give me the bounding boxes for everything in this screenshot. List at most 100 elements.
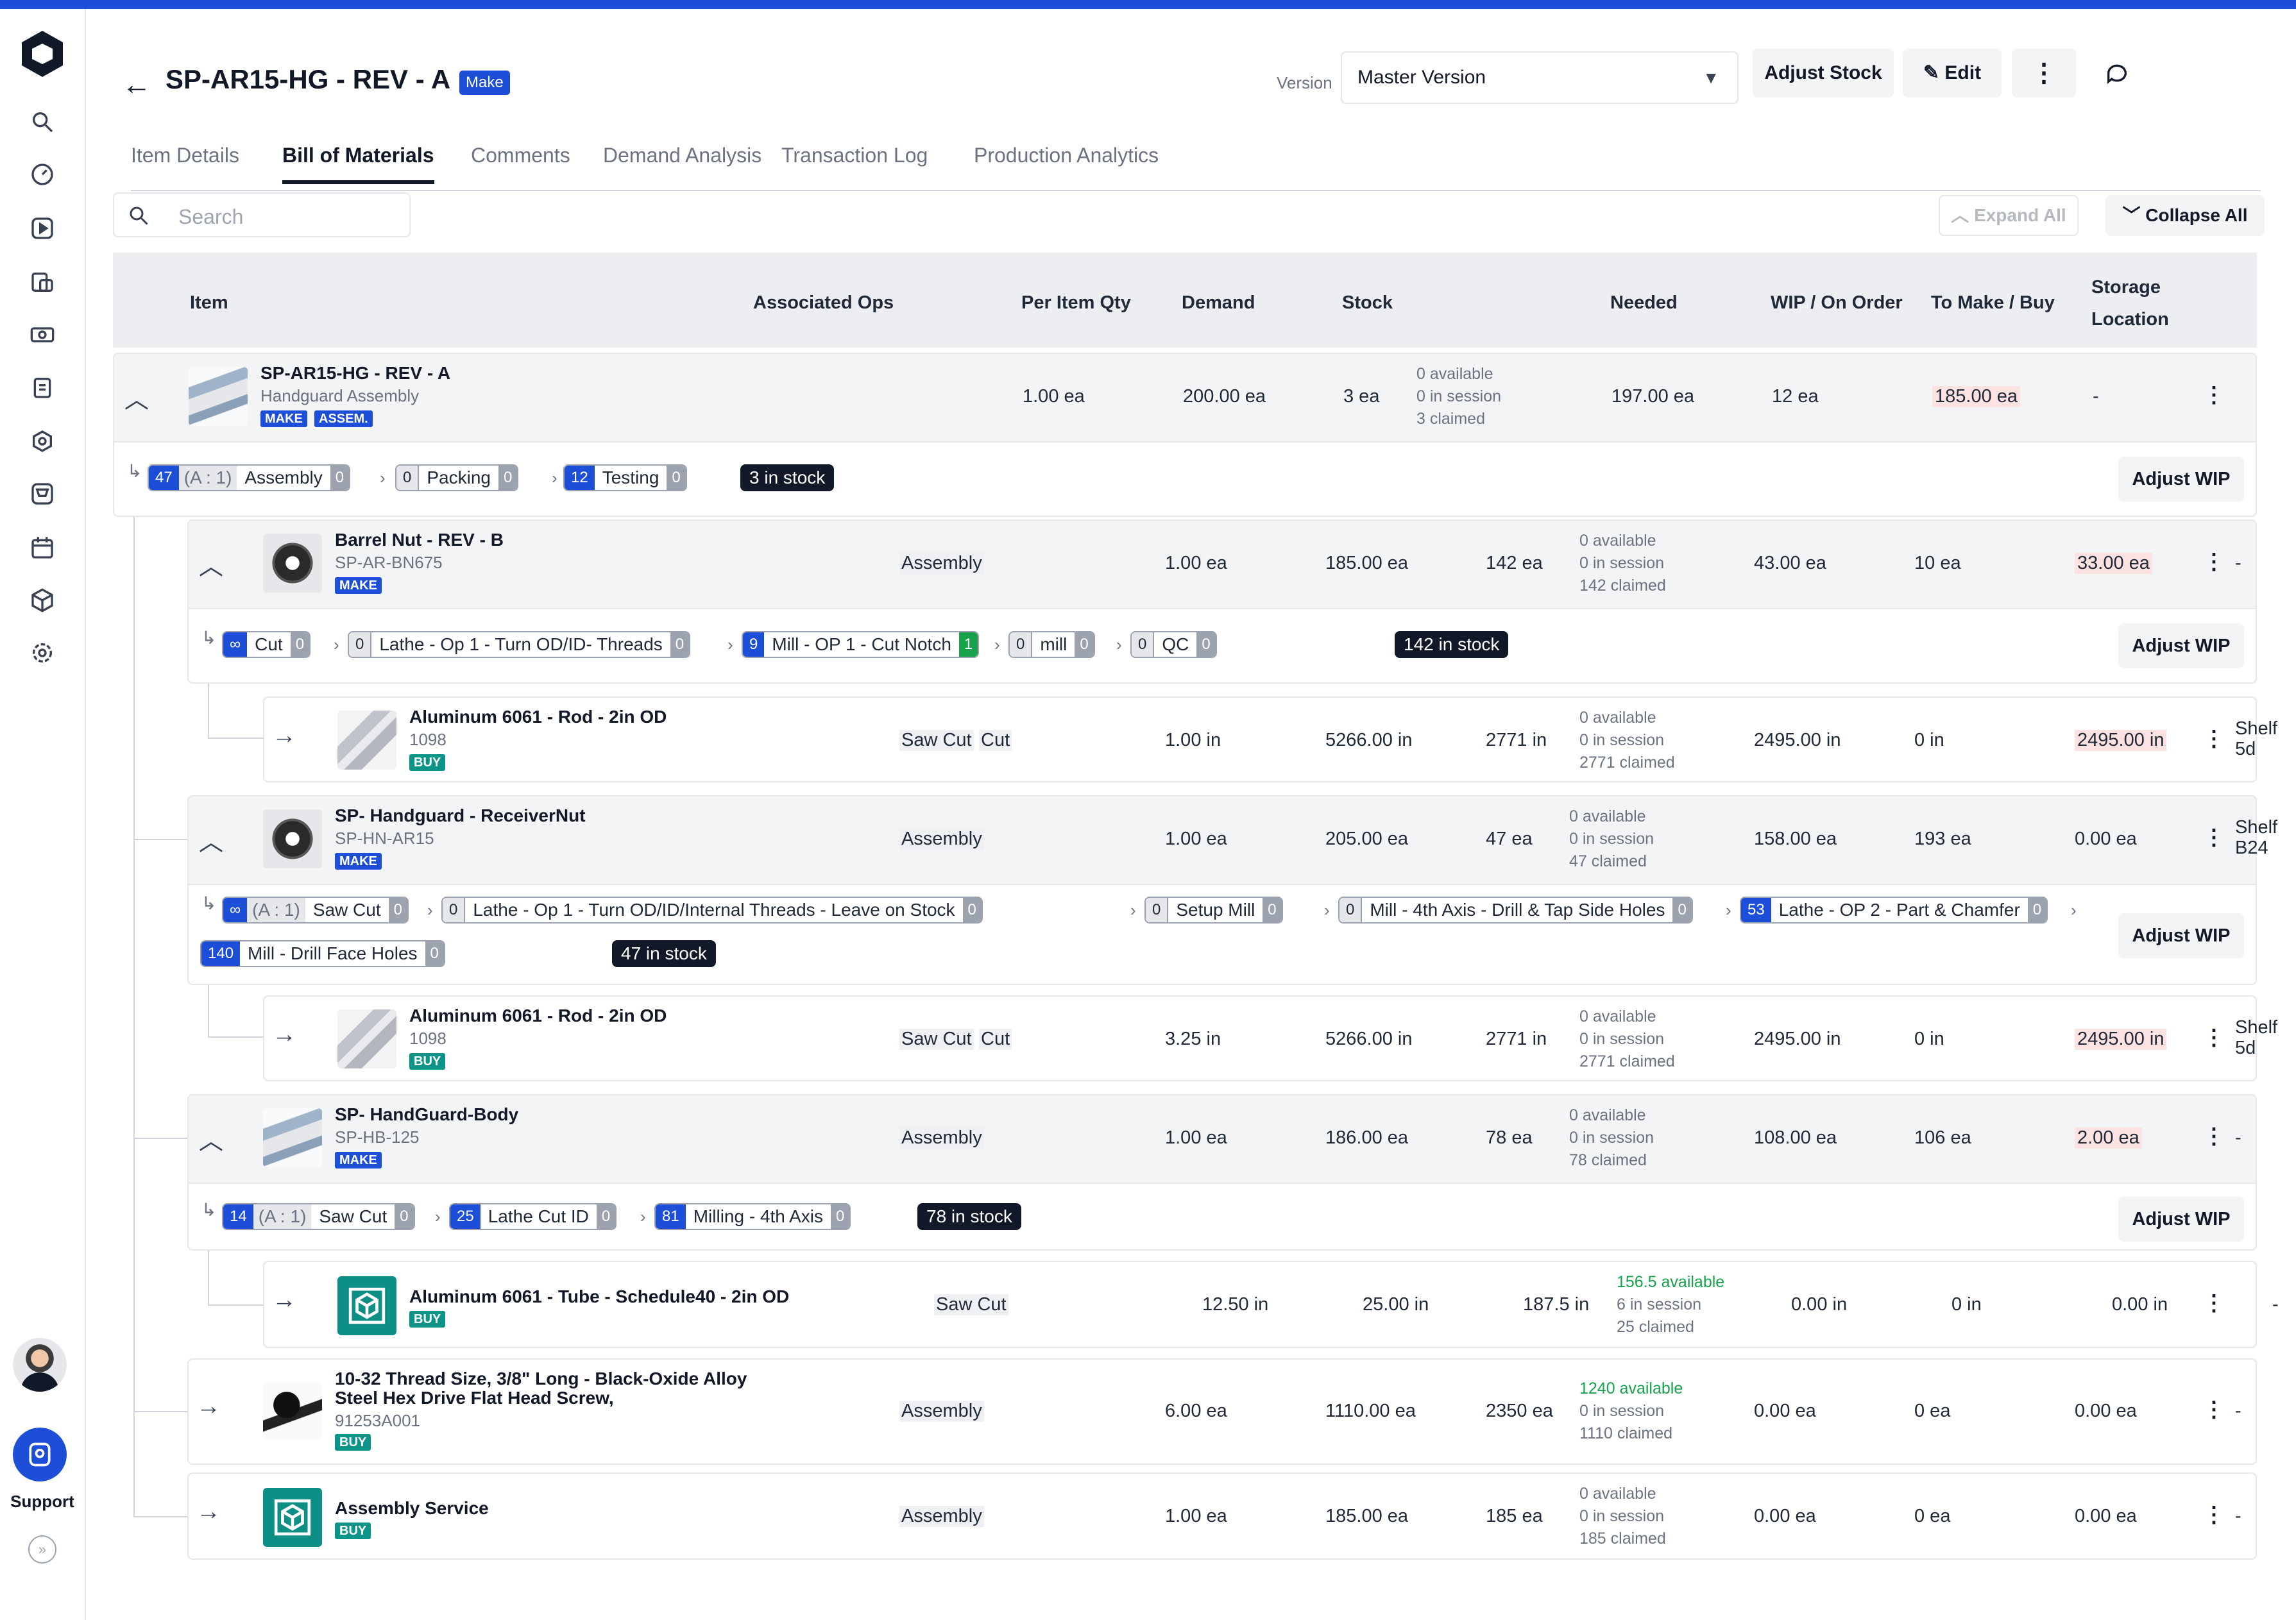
- tab-production-analytics[interactable]: Production Analytics: [974, 144, 1159, 167]
- op-count: 14: [223, 1204, 253, 1229]
- col-needed[interactable]: Needed: [1610, 292, 1678, 313]
- arrow-right-icon[interactable]: →: [272, 1021, 296, 1048]
- col-demand[interactable]: Demand: [1182, 292, 1255, 313]
- search-icon[interactable]: [24, 104, 60, 140]
- op-chip[interactable]: 0 Setup Mill 0: [1144, 897, 1283, 924]
- tab-comments[interactable]: Comments: [471, 144, 570, 167]
- op-chip[interactable]: 14 (A : 1) Saw Cut 0: [222, 1203, 415, 1230]
- col-associated-ops[interactable]: Associated Ops: [753, 292, 894, 313]
- item-name[interactable]: Aluminum 6061 - Rod - 2in OD: [409, 707, 667, 727]
- settings-gear-icon[interactable]: [24, 635, 60, 671]
- row-menu-icon[interactable]: ⋮: [2203, 1025, 2225, 1050]
- cart-icon[interactable]: [24, 476, 60, 512]
- chevron-right-icon: ›: [994, 635, 1000, 654]
- adjust-wip-button[interactable]: Adjust WIP: [2118, 1197, 2244, 1242]
- chevron-up-icon[interactable]: ︿: [124, 387, 149, 414]
- op-chip[interactable]: 0 Lathe - Op 1 - Turn OD/ID- Threads 0: [348, 631, 691, 658]
- op-count: 140: [201, 941, 241, 966]
- arrow-right-icon[interactable]: →: [272, 1287, 296, 1313]
- hexagon-icon[interactable]: [24, 423, 60, 459]
- col-wip-on-order[interactable]: WIP / On Order: [1771, 292, 1903, 313]
- item-name[interactable]: SP- Handguard - ReceiverNut: [335, 806, 586, 825]
- row-menu-icon[interactable]: ⋮: [2203, 383, 2225, 407]
- calendar-icon[interactable]: [24, 530, 60, 566]
- tab-demand-analysis[interactable]: Demand Analysis: [603, 144, 762, 167]
- clipboard-icon[interactable]: [24, 369, 60, 405]
- op-count: ∞: [223, 898, 248, 922]
- op-chip[interactable]: 0 Packing 0: [395, 464, 519, 491]
- op-chip[interactable]: 81 Milling - 4th Axis 0: [654, 1203, 851, 1230]
- arrow-right-icon[interactable]: →: [196, 1393, 221, 1420]
- adjust-wip-button[interactable]: Adjust WIP: [2118, 623, 2244, 668]
- collapse-all-button[interactable]: ﹀ Collapse All: [2105, 195, 2265, 236]
- back-arrow-icon[interactable]: ←: [122, 67, 151, 101]
- col-location[interactable]: Location: [2091, 309, 2169, 330]
- op-chip[interactable]: ∞ Cut 0: [222, 631, 311, 658]
- tab-item-details[interactable]: Item Details: [131, 144, 239, 167]
- expand-sidebar-icon[interactable]: »: [28, 1535, 56, 1564]
- row-menu-icon[interactable]: ⋮: [2203, 1124, 2225, 1149]
- play-icon[interactable]: [24, 210, 60, 246]
- item-name[interactable]: Assembly Service: [335, 1498, 489, 1518]
- op-chip[interactable]: 0 mill 0: [1008, 631, 1095, 658]
- row-menu-icon[interactable]: ⋮: [2203, 1503, 2225, 1527]
- documents-icon[interactable]: [24, 264, 60, 300]
- support-button[interactable]: [13, 1428, 67, 1481]
- edit-button[interactable]: ✎ Edit: [1903, 49, 2002, 97]
- bom-row-aluminum-rod: → Aluminum 6061 - Rod - 2in OD 1098 BUY …: [263, 995, 2277, 1081]
- dashboard-gauge-icon[interactable]: [24, 156, 60, 192]
- op-chip[interactable]: 0 Lathe - Op 1 - Turn OD/ID/Internal Thre…: [441, 897, 983, 924]
- item-name-line-2[interactable]: Steel Hex Drive Flat Head Screw,: [335, 1388, 614, 1408]
- bom-row-root: ︿ SP-AR15-HG - REV - A Handguard Assembl…: [113, 353, 2257, 517]
- op-chip[interactable]: 140 Mill - Drill Face Holes 0: [200, 940, 445, 967]
- item-name[interactable]: SP-AR15-HG - REV - A: [260, 363, 451, 383]
- item-name[interactable]: Aluminum 6061 - Rod - 2in OD: [409, 1006, 667, 1025]
- child-arrow-icon: ↳: [201, 628, 217, 648]
- arrow-right-icon[interactable]: →: [196, 1498, 221, 1525]
- row-menu-icon[interactable]: ⋮: [2203, 1291, 2225, 1315]
- op-chip[interactable]: 47 (A : 1) Assembly 0: [148, 464, 351, 491]
- col-item[interactable]: Item: [190, 292, 228, 313]
- collapse-all-label: Collapse All: [2145, 205, 2248, 225]
- expand-all-button[interactable]: ︿ Expand All: [1939, 195, 2079, 236]
- package-icon[interactable]: [24, 582, 60, 618]
- user-avatar[interactable]: [13, 1338, 67, 1392]
- version-select[interactable]: Master Version ▼: [1341, 51, 1739, 104]
- chevron-up-icon[interactable]: ︿: [199, 1128, 224, 1155]
- item-name[interactable]: SP- HandGuard-Body: [335, 1104, 519, 1124]
- search-input[interactable]: Search: [113, 192, 411, 237]
- chat-bubble-icon[interactable]: [2085, 49, 2149, 97]
- col-to-make-buy[interactable]: To Make / Buy: [1931, 292, 2055, 313]
- op-ratio: (A : 1): [247, 898, 305, 922]
- row-menu-icon[interactable]: ⋮: [2203, 825, 2225, 850]
- tab-transaction-log[interactable]: Transaction Log: [781, 144, 928, 167]
- col-storage[interactable]: Storage: [2091, 277, 2161, 298]
- tab-bill-of-materials[interactable]: Bill of Materials: [282, 144, 434, 184]
- row-menu-icon[interactable]: ⋮: [2203, 1397, 2225, 1422]
- chevron-up-icon[interactable]: ︿: [199, 829, 224, 856]
- op-chip[interactable]: 0 Mill - 4th Axis - Drill & Tap Side Hole…: [1338, 897, 1693, 924]
- op-chip[interactable]: 12 Testing 0: [563, 464, 687, 491]
- item-name[interactable]: Aluminum 6061 - Tube - Schedule40 - 2in …: [409, 1287, 790, 1306]
- arrow-right-icon[interactable]: →: [272, 722, 296, 749]
- adjust-wip-button[interactable]: Adjust WIP: [2118, 457, 2244, 502]
- row-menu-icon[interactable]: ⋮: [2203, 727, 2225, 751]
- op-count: 0: [1132, 632, 1155, 657]
- chevron-up-icon[interactable]: ︿: [199, 553, 224, 580]
- item-name[interactable]: 10-32 Thread Size, 3/8" Long - Black-Oxi…: [335, 1369, 747, 1388]
- op-label: Lathe - OP 2 - Part & Chamfer: [1771, 898, 2028, 922]
- money-icon[interactable]: [24, 317, 60, 353]
- row-menu-icon[interactable]: ⋮: [2203, 550, 2225, 574]
- op-chip[interactable]: 25 Lathe Cut ID 0: [449, 1203, 617, 1230]
- col-stock[interactable]: Stock: [1342, 292, 1393, 313]
- more-options-icon[interactable]: ⋮: [2012, 49, 2076, 97]
- col-per-item-qty[interactable]: Per Item Qty: [1021, 292, 1131, 313]
- op-chip[interactable]: 9 Mill - OP 1 - Cut Notch 1: [742, 631, 980, 658]
- op-chip[interactable]: ∞ (A : 1) Saw Cut 0: [222, 897, 409, 924]
- op-chip[interactable]: 53 Lathe - OP 2 - Part & Chamfer 0: [1740, 897, 2048, 924]
- item-name[interactable]: Barrel Nut - REV - B: [335, 530, 504, 550]
- adjust-stock-button[interactable]: Adjust Stock: [1753, 49, 1894, 97]
- op-chip[interactable]: 0 QC 0: [1130, 631, 1217, 658]
- app-logo-icon[interactable]: [17, 28, 68, 80]
- adjust-wip-button[interactable]: Adjust WIP: [2118, 913, 2244, 958]
